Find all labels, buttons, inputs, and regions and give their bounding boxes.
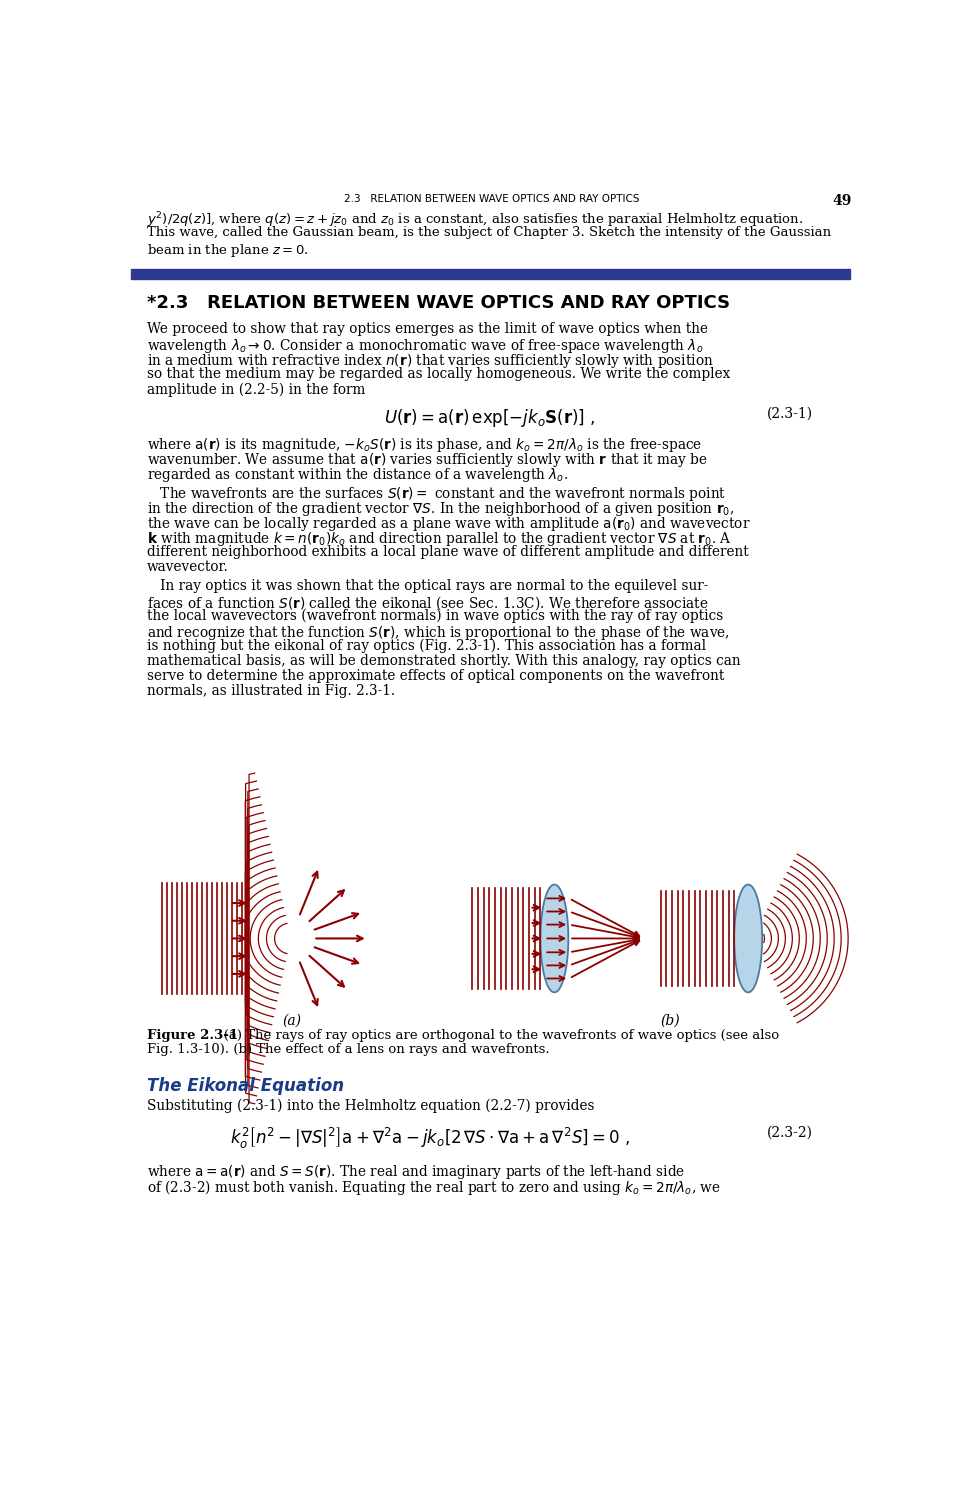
Text: where $\mathrm{a} = \mathrm{a}(\mathbf{r})$ and $S = S(\mathbf{r})$. The real an: where $\mathrm{a} = \mathrm{a}(\mathbf{r…: [146, 1162, 685, 1180]
Text: The wavefronts are the surfaces $S(\mathbf{r}) =$ constant and the wavefront nor: The wavefronts are the surfaces $S(\math…: [146, 484, 726, 502]
Text: We proceed to show that ray optics emerges as the limit of wave optics when the: We proceed to show that ray optics emerg…: [146, 322, 708, 336]
Text: Substituting (2.3-1) into the Helmholtz equation (2.2-7) provides: Substituting (2.3-1) into the Helmholtz …: [146, 1098, 594, 1113]
Text: (a): (a): [282, 1014, 301, 1028]
Text: the wave can be locally regarded as a plane wave with amplitude $\mathrm{a}(\mat: the wave can be locally regarded as a pl…: [146, 514, 750, 532]
Text: the local wavevectors (wavefront normals) in wave optics with the ray of ray opt: the local wavevectors (wavefront normals…: [146, 609, 723, 624]
Text: 49: 49: [833, 194, 852, 208]
Text: Figure 2.3-1: Figure 2.3-1: [146, 1029, 238, 1042]
Text: normals, as illustrated in Fig. 2.3-1.: normals, as illustrated in Fig. 2.3-1.: [146, 684, 395, 698]
Polygon shape: [734, 885, 762, 993]
Text: wavelength $\lambda_o \rightarrow 0$. Consider a monochromatic wave of free-spac: wavelength $\lambda_o \rightarrow 0$. Co…: [146, 338, 703, 356]
Text: mathematical basis, as will be demonstrated shortly. With this analogy, ray opti: mathematical basis, as will be demonstra…: [146, 654, 741, 668]
Text: regarded as constant within the distance of a wavelength $\lambda_o$.: regarded as constant within the distance…: [146, 466, 568, 484]
Text: so that the medium may be regarded as locally homogeneous. We write the complex: so that the medium may be regarded as lo…: [146, 368, 730, 381]
Bar: [131, 268, 850, 279]
Text: in the direction of the gradient vector $\nabla S$. In the neighborhood of a giv: in the direction of the gradient vector …: [146, 500, 734, 517]
Text: $y^2)/2q(z)]$, where $q(z) = z + jz_0$ and $z_0$ is a constant, also satisfies t: $y^2)/2q(z)]$, where $q(z) = z + jz_0$ a…: [146, 211, 803, 231]
Text: In ray optics it was shown that the optical rays are normal to the equilevel sur: In ray optics it was shown that the opti…: [146, 579, 708, 592]
Text: is nothing but the eikonal of ray optics (Fig. 2.3-1). This association has a fo: is nothing but the eikonal of ray optics…: [146, 639, 706, 654]
Text: faces of a function $S(\mathbf{r})$ called the eikonal (see Sec. 1.3C). We there: faces of a function $S(\mathbf{r})$ call…: [146, 594, 708, 612]
Text: $\mathbf{k}$ with magnitude $k = n(\mathbf{r}_0)k_o$ and direction parallel to t: $\mathbf{k}$ with magnitude $k = n(\math…: [146, 530, 732, 548]
Text: *2.3   RELATION BETWEEN WAVE OPTICS AND RAY OPTICS: *2.3 RELATION BETWEEN WAVE OPTICS AND RA…: [146, 294, 730, 312]
Text: (2.3-2): (2.3-2): [768, 1125, 813, 1140]
Text: amplitude in (2.2-5) in the form: amplitude in (2.2-5) in the form: [146, 382, 366, 398]
Text: $k_o^2\left[n^2 - |\nabla S|^2\right]\mathrm{a} + \nabla^2\mathrm{a} - jk_o\left: $k_o^2\left[n^2 - |\nabla S|^2\right]\ma…: [230, 1125, 630, 1150]
Text: in a medium with refractive index $n(\mathbf{r})$ that varies sufficiently slowl: in a medium with refractive index $n(\ma…: [146, 352, 713, 370]
Text: Fig. 1.3-10). (b) The effect of a lens on rays and wavefronts.: Fig. 1.3-10). (b) The effect of a lens o…: [146, 1042, 549, 1056]
Text: beam in the plane $z = 0$.: beam in the plane $z = 0$.: [146, 242, 308, 258]
Text: serve to determine the approximate effects of optical components on the wavefron: serve to determine the approximate effec…: [146, 669, 724, 682]
Polygon shape: [541, 885, 568, 993]
Text: The Eikonal Equation: The Eikonal Equation: [146, 1077, 344, 1095]
Text: (a) The rays of ray optics are orthogonal to the wavefronts of wave optics (see : (a) The rays of ray optics are orthogona…: [211, 1029, 779, 1042]
Text: of (2.3-2) must both vanish. Equating the real part to zero and using $k_o = 2\p: of (2.3-2) must both vanish. Equating th…: [146, 1178, 721, 1197]
Text: $U(\mathbf{r}) = \mathrm{a}(\mathbf{r})\,\exp[-jk_o\mathbf{S}(\mathbf{r})]\ ,$: $U(\mathbf{r}) = \mathrm{a}(\mathbf{r})\…: [385, 406, 596, 429]
Text: (b): (b): [660, 1014, 679, 1028]
Text: wavenumber. We assume that $\mathrm{a}(\mathbf{r})$ varies sufficiently slowly w: wavenumber. We assume that $\mathrm{a}(\…: [146, 452, 707, 470]
Text: (2.3-1): (2.3-1): [768, 406, 813, 422]
Text: where $\mathrm{a}(\mathbf{r})$ is its magnitude, $-k_o S(\mathbf{r})$ is its pha: where $\mathrm{a}(\mathbf{r})$ is its ma…: [146, 436, 701, 454]
Text: 2.3   RELATION BETWEEN WAVE OPTICS AND RAY OPTICS: 2.3 RELATION BETWEEN WAVE OPTICS AND RAY…: [344, 194, 639, 204]
Text: and recognize that the function $S(\mathbf{r})$, which is proportional to the ph: and recognize that the function $S(\math…: [146, 624, 729, 642]
Text: This wave, called the Gaussian beam, is the subject of Chapter 3. Sketch the int: This wave, called the Gaussian beam, is …: [146, 226, 831, 238]
Text: wavevector.: wavevector.: [146, 560, 229, 574]
Text: different neighborhood exhibits a local plane wave of different amplitude and di: different neighborhood exhibits a local …: [146, 544, 748, 560]
